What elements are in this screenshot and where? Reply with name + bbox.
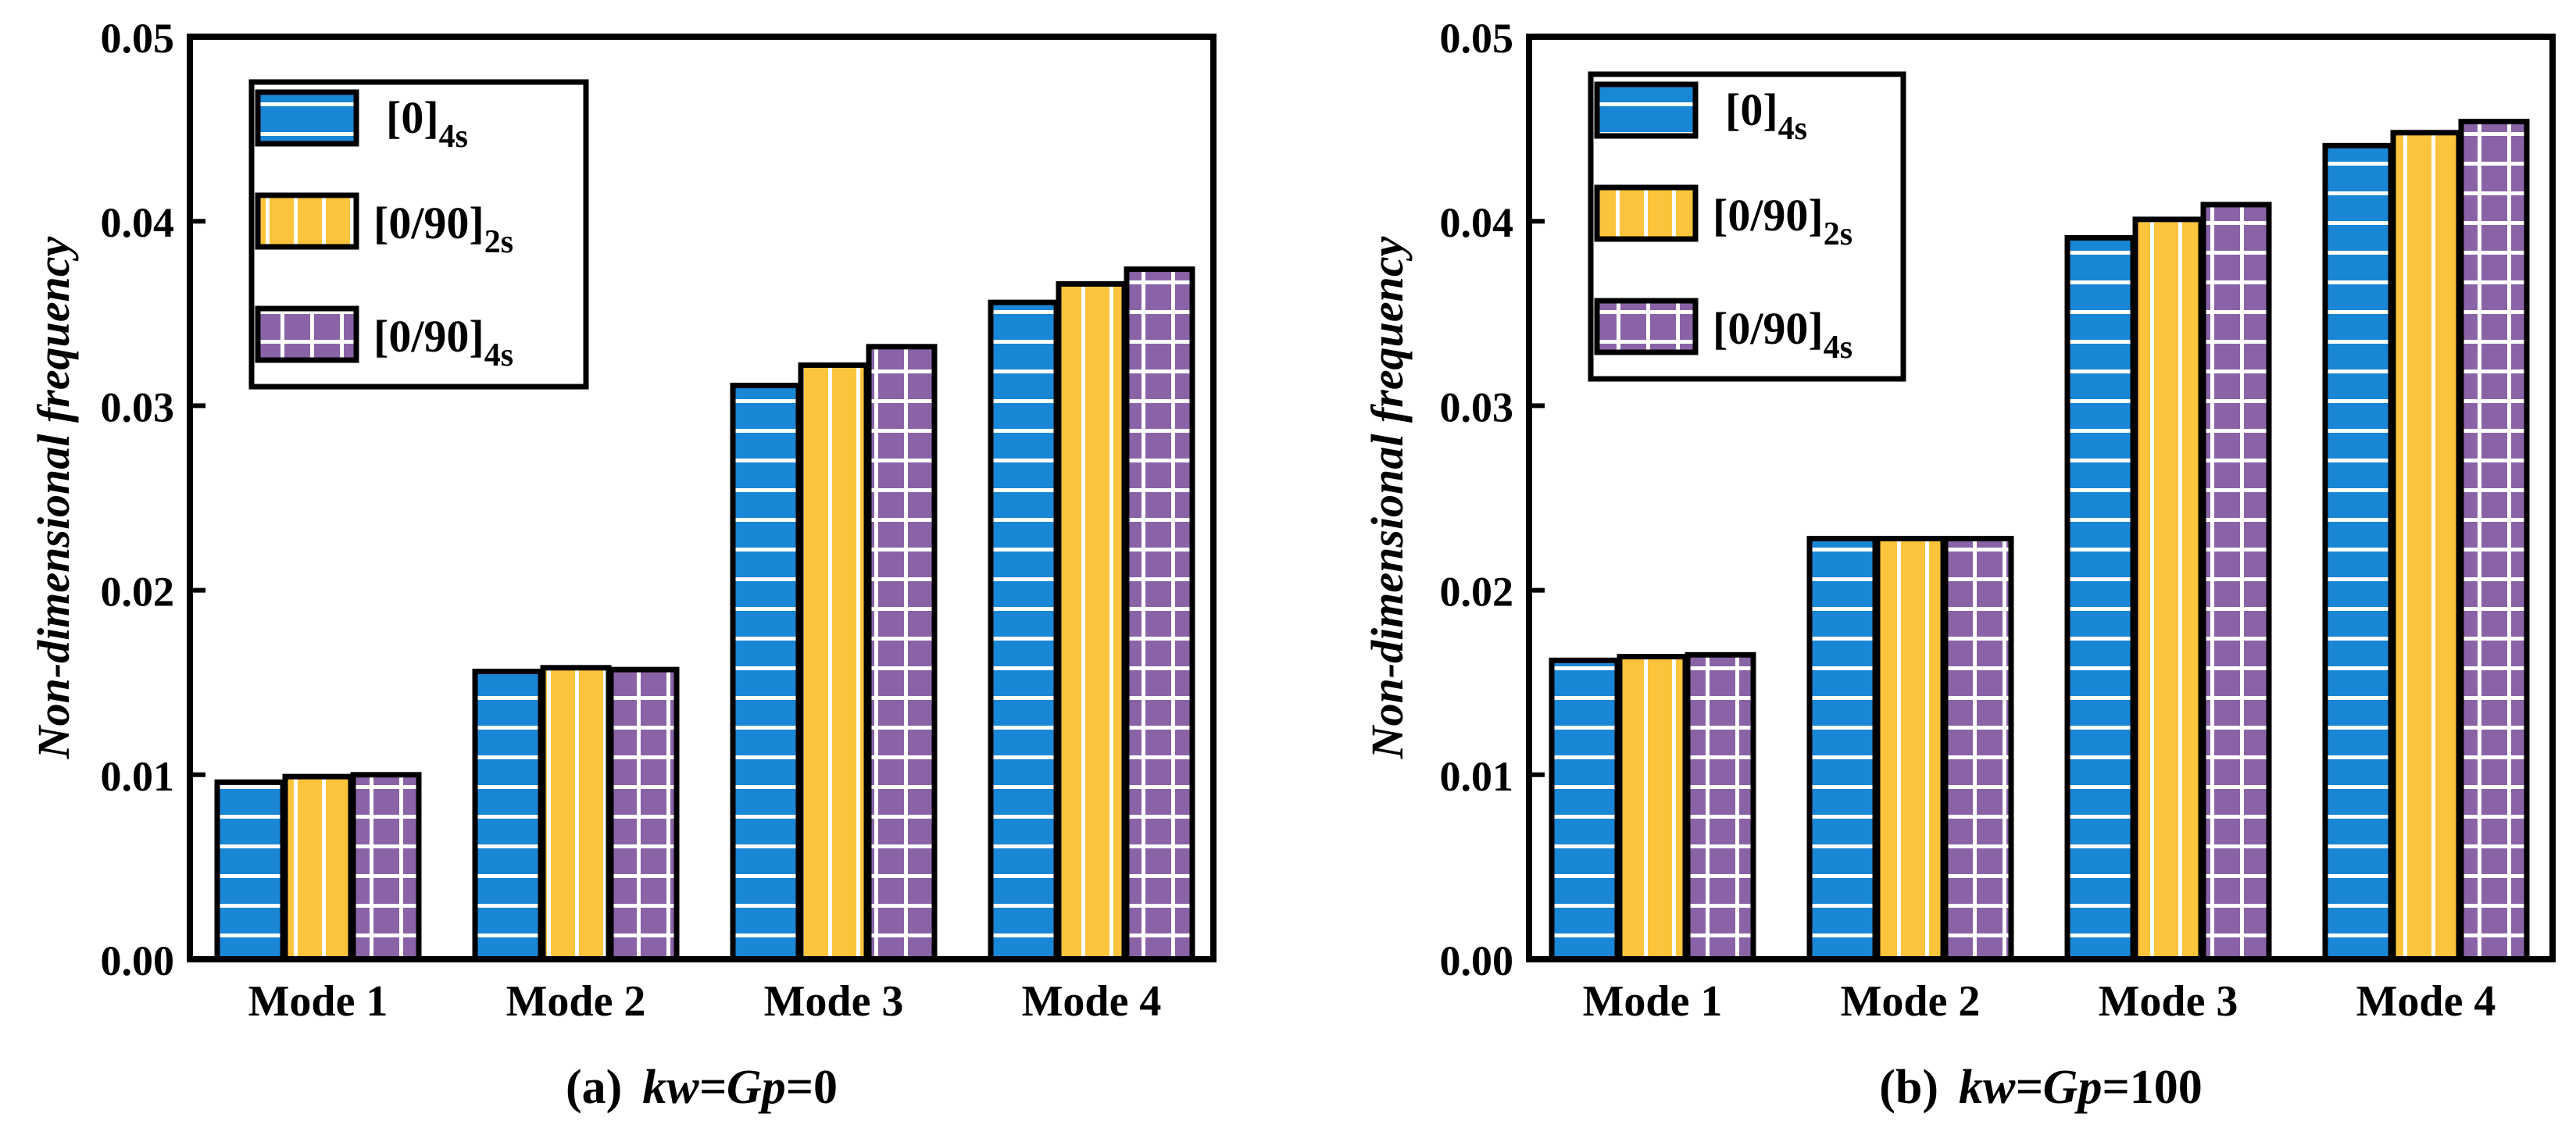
- panel-a-xtick-label-3: Mode 4: [1022, 977, 1162, 1026]
- panel-a-ytick-label-4: 0.04: [101, 199, 175, 246]
- panel-b: 0.000.010.020.030.040.05 Mode 1 Mode 2 Mod…: [1362, 15, 2556, 1114]
- panel-a-caption: (a) kw=Gp=0: [566, 1061, 838, 1114]
- panel-b-bar-3-0: [2322, 142, 2394, 962]
- panel-a-bar-3-0: [988, 299, 1059, 962]
- panel-a-bar-2-1: [798, 362, 870, 962]
- panel-a-bar-1-1: [540, 665, 612, 962]
- panel-a: 0.000.010.020.030.040.05 Mode 1 Mode 2 Mod…: [28, 15, 1217, 1114]
- panel-b-legend-label-2: [0/90]4s: [1713, 303, 1853, 366]
- panel-b-xtick-label-1: Mode 2: [1841, 977, 1981, 1026]
- panel-a-plot-frame: [187, 34, 1217, 962]
- panel-a-ytick-label-1: 0.01: [101, 753, 175, 800]
- panel-b-ylabel: Non-dimensional frequency: [1362, 236, 1413, 759]
- panel-a-legend: [0]4s [0/90]2s [0/90]4s: [248, 79, 589, 390]
- panel-b-ytick-label-3: 0.03: [1440, 384, 1514, 430]
- panel-b-bar-2-2: [2200, 202, 2272, 962]
- panel-a-bar-0-1: [282, 773, 354, 962]
- panel-b-legend: [0]4s [0/90]2s [0/90]4s: [1588, 71, 1906, 382]
- panel-a-legend-swatch-1: [255, 192, 359, 250]
- panel-a-caption-label: (a): [566, 1061, 622, 1114]
- panel-b-caption-var: kw=Gp: [1959, 1061, 2102, 1114]
- panel-b-caption: (b) kw=Gp=100: [1879, 1061, 2203, 1114]
- panel-a-bar-2-0: [730, 382, 802, 962]
- panel-a-legend-label-2: [0/90]4s: [373, 311, 513, 373]
- panel-a-ylabel: Non-dimensional frequency: [28, 236, 79, 759]
- panel-b-bar-1-2: [1942, 535, 2014, 962]
- panel-b-legend-swatch-2: [1594, 298, 1699, 355]
- panel-a-ytick-label-2: 0.02: [101, 569, 175, 616]
- panel-a-xtick-label-2: Mode 3: [764, 977, 904, 1026]
- panel-b-ytick-label-5: 0.05: [1440, 15, 1514, 62]
- panel-b-bar-2-1: [2132, 216, 2204, 962]
- panel-b-bar-0-0: [1549, 657, 1620, 962]
- panel-a-ytick-label-0: 0.00: [101, 937, 175, 984]
- panel-b-ytick-label-2: 0.02: [1440, 569, 1514, 616]
- panel-a-legend-swatch-2: [255, 305, 359, 363]
- panel-b-bar-3-1: [2390, 130, 2462, 962]
- panel-b-ytick-label-1: 0.01: [1440, 753, 1514, 800]
- panel-a-legend-label-0: [0]4s: [386, 92, 468, 155]
- panel-b-caption-value: =100: [2102, 1061, 2202, 1114]
- panel-b-xtick-label-2: Mode 3: [2099, 977, 2238, 1026]
- panel-b-bar-2-0: [2064, 234, 2136, 962]
- panel-a-x-axis: Mode 1 Mode 2 Mode 3 Mode 4: [248, 977, 1162, 1026]
- panel-a-legend-swatch-0: [255, 89, 359, 147]
- panel-b-legend-swatch-1: [1594, 184, 1699, 242]
- panel-b-bar-1-1: [1874, 535, 1946, 962]
- panel-b-y-axis: 0.00 0.01 0.02 0.03 0.04 0.05: [1440, 15, 1545, 984]
- panel-a-bar-3-2: [1124, 266, 1195, 962]
- panel-b-legend-swatch-0: [1594, 81, 1699, 139]
- panel-b-plot-frame: [1526, 34, 2556, 962]
- panel-a-caption-value: =0: [786, 1061, 838, 1114]
- panel-a-bar-0-0: [214, 779, 286, 962]
- panel-a-legend-label-1: [0/90]2s: [373, 198, 513, 260]
- panel-a-xtick-label-0: Mode 1: [248, 977, 388, 1026]
- panel-b-ytick-label-0: 0.00: [1440, 937, 1514, 984]
- panel-b-legend-label-1: [0/90]2s: [1713, 190, 1853, 252]
- panel-b-legend-label-0: [0]4s: [1725, 84, 1807, 147]
- panel-a-y-axis: 0.00 0.01 0.02 0.03 0.04 0.05: [101, 15, 205, 984]
- panel-b-ytick-label-4: 0.04: [1440, 199, 1514, 246]
- panel-b-x-axis: Mode 1 Mode 2 Mode 3 Mode 4: [1583, 977, 2496, 1026]
- panel-a-bar-1-2: [608, 666, 680, 962]
- panel-a-bar-0-2: [350, 772, 422, 962]
- panel-b-bar-0-2: [1685, 651, 1756, 962]
- panel-b-xtick-label-3: Mode 4: [2356, 977, 2496, 1026]
- panel-b-bar-3-2: [2458, 119, 2530, 962]
- panel-b-bars: [1549, 119, 2530, 962]
- panel-b-bar-0-1: [1617, 654, 1688, 962]
- panel-b-bar-1-0: [1806, 535, 1878, 962]
- panel-a-bar-2-2: [866, 344, 938, 962]
- panel-a-ytick-label-5: 0.05: [101, 15, 175, 62]
- panel-a-bar-1-0: [472, 669, 544, 962]
- panel-a-ytick-label-3: 0.03: [101, 384, 175, 430]
- panel-a-bar-3-1: [1056, 281, 1127, 962]
- panel-a-caption-var: kw=Gp: [642, 1061, 785, 1114]
- panel-a-xtick-label-1: Mode 2: [506, 977, 646, 1026]
- panel-b-xtick-label-0: Mode 1: [1583, 977, 1723, 1026]
- panel-b-caption-label: (b): [1879, 1061, 1938, 1114]
